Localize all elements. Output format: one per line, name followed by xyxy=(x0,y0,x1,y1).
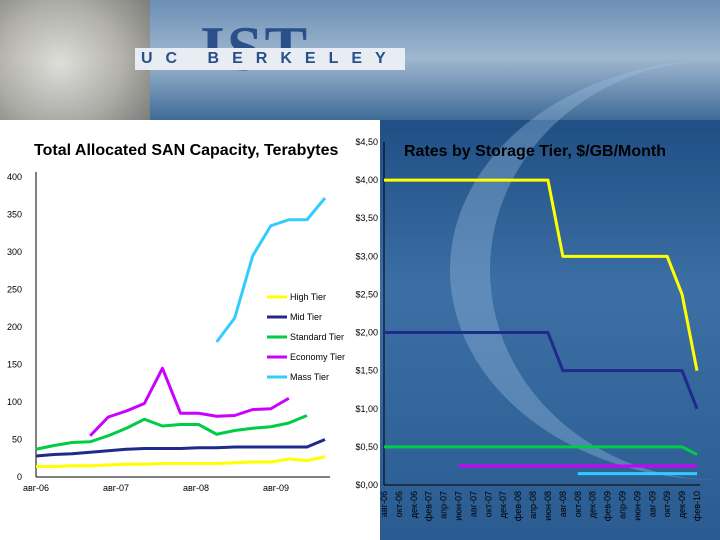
capacity-y-tick-label: 200 xyxy=(7,322,22,332)
capacity-x-tick-label: авг-06 xyxy=(23,483,49,493)
legend-label-4: Mass Tier xyxy=(290,372,329,382)
rates-series-line-0 xyxy=(384,178,699,371)
rates-x-tick-label: дек-08 xyxy=(588,491,598,518)
rates-x-tick-label: дек-07 xyxy=(498,491,508,518)
rates-x-tick-label: июн-09 xyxy=(632,491,642,521)
header-banner: IST UC BERKELEY xyxy=(0,0,720,130)
capacity-y-tick-label: 350 xyxy=(7,210,22,220)
rates-x-tick-label: июн-07 xyxy=(454,491,464,521)
capacity-series-line-3 xyxy=(89,366,290,437)
capacity-y-tick-label: 150 xyxy=(7,360,22,370)
rates-chart-title: Rates by Storage Tier, $/GB/Month xyxy=(404,143,666,160)
rates-x-tick-label: дек-09 xyxy=(677,491,687,518)
rates-y-tick-label: $4,50 xyxy=(355,137,378,147)
capacity-y-tick-label: 250 xyxy=(7,285,22,295)
capacity-x-tick-label: авг-07 xyxy=(103,483,129,493)
rates-x-tick-label: авг-09 xyxy=(647,491,657,517)
capacity-series-line-2 xyxy=(35,414,308,451)
rates-y-tick-label: $2,50 xyxy=(355,289,378,299)
rates-x-tick-label: окт-07 xyxy=(483,491,493,517)
rates-x-tick-label: авг-07 xyxy=(468,491,478,517)
uc-berkeley-logo: UC BERKELEY xyxy=(135,48,405,70)
legend-label-1: Mid Tier xyxy=(290,312,322,322)
capacity-y-tick-label: 100 xyxy=(7,397,22,407)
rates-y-tick-label: $3,00 xyxy=(355,251,378,261)
capacity-series-line-4 xyxy=(215,197,327,343)
rates-x-tick-label: дек-06 xyxy=(409,491,419,518)
rates-y-tick-label: $0,00 xyxy=(355,480,378,490)
capacity-x-tick-label: авг-08 xyxy=(183,483,209,493)
rates-x-tick-label: апр-07 xyxy=(439,491,449,519)
rates-y-tick-label: $4,00 xyxy=(355,175,378,185)
rates-x-tick-label: фев-08 xyxy=(513,491,523,521)
rates-x-tick-label: окт-06 xyxy=(394,491,404,517)
rates-x-tick-label: окт-09 xyxy=(662,491,672,517)
rates-x-tick-label: июн-08 xyxy=(543,491,553,521)
campanile-photo xyxy=(0,0,150,130)
legend-label-0: High Tier xyxy=(290,292,326,302)
rates-y-tick-label: $1,50 xyxy=(355,366,378,376)
rates-y-tick-label: $2,00 xyxy=(355,328,378,338)
rates-x-tick-label: авг-06 xyxy=(379,491,389,517)
rates-x-tick-label: апр-08 xyxy=(528,491,538,519)
rates-x-tick-label: авг-08 xyxy=(558,491,568,517)
rates-y-tick-label: $3,50 xyxy=(355,213,378,223)
rates-x-tick-label: фев-09 xyxy=(603,491,613,521)
rates-x-tick-label: фев-10 xyxy=(692,491,702,521)
rates-x-tick-label: окт-08 xyxy=(573,491,583,517)
capacity-y-tick-label: 0 xyxy=(17,472,22,482)
rates-series-line-2 xyxy=(384,445,698,456)
rates-y-tick-label: $0,50 xyxy=(355,442,378,452)
legend-label-3: Economy Tier xyxy=(290,352,345,362)
rates-series-line-1 xyxy=(384,331,699,410)
capacity-y-tick-label: 300 xyxy=(7,247,22,257)
rates-x-tick-label: фев-07 xyxy=(424,491,434,521)
capacity-series-line-0 xyxy=(36,455,326,468)
capacity-y-tick-label: 50 xyxy=(12,435,22,445)
rates-x-tick-label: апр-09 xyxy=(617,491,627,519)
capacity-x-tick-label: авг-09 xyxy=(263,483,289,493)
rates-y-tick-label: $1,00 xyxy=(355,404,378,414)
capacity-y-tick-label: 400 xyxy=(7,172,22,182)
capacity-series-line-1 xyxy=(35,438,326,458)
legend-label-2: Standard Tier xyxy=(290,332,344,342)
capacity-chart-title: Total Allocated SAN Capacity, Terabytes xyxy=(34,142,339,159)
left-panel xyxy=(0,120,380,540)
